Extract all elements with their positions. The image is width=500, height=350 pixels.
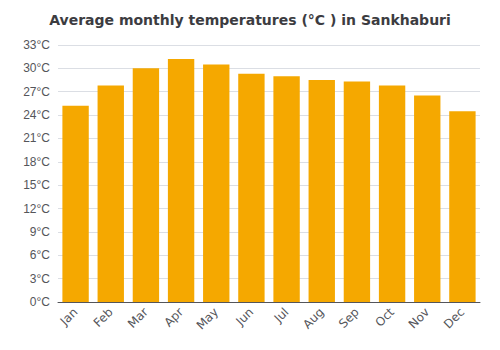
svg-text:Oct: Oct	[372, 305, 397, 330]
svg-text:Jan: Jan	[57, 305, 81, 329]
svg-text:Mar: Mar	[125, 305, 151, 331]
svg-text:21°C: 21°C	[23, 131, 50, 145]
svg-text:27°C: 27°C	[23, 85, 50, 99]
svg-text:May: May	[194, 305, 221, 332]
svg-text:15°C: 15°C	[23, 178, 50, 192]
svg-text:Apr: Apr	[161, 305, 186, 330]
svg-text:Average monthly temperatures (: Average monthly temperatures (°C ) in Sa…	[49, 12, 451, 28]
svg-text:Aug: Aug	[300, 305, 326, 331]
svg-text:Dec: Dec	[441, 305, 467, 331]
svg-text:24°C: 24°C	[23, 108, 50, 122]
svg-text:33°C: 33°C	[23, 38, 50, 52]
svg-text:Feb: Feb	[91, 305, 116, 330]
svg-text:Jun: Jun	[233, 305, 257, 329]
svg-text:9°C: 9°C	[30, 225, 50, 239]
svg-text:3°C: 3°C	[30, 272, 50, 286]
svg-text:30°C: 30°C	[23, 61, 50, 75]
svg-text:18°C: 18°C	[23, 155, 50, 169]
svg-text:12°C: 12°C	[23, 202, 50, 216]
svg-text:Jul: Jul	[271, 305, 292, 326]
svg-text:Nov: Nov	[406, 305, 432, 331]
svg-text:6°C: 6°C	[30, 248, 50, 262]
svg-text:0°C: 0°C	[30, 295, 50, 309]
svg-text:Sep: Sep	[336, 305, 362, 331]
